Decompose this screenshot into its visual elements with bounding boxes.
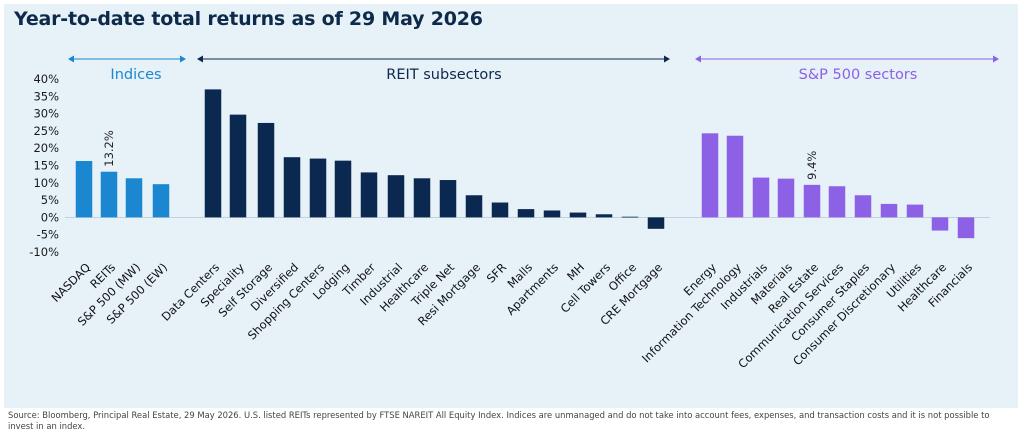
chart-title: Year-to-date total returns as of 29 May … bbox=[14, 8, 483, 30]
bar bbox=[621, 216, 639, 218]
chart-panel bbox=[4, 4, 1018, 408]
group-label: S&P 500 sectors bbox=[799, 67, 918, 83]
data-label: 9.4% bbox=[805, 151, 819, 180]
y-tick-label: -10% bbox=[29, 245, 59, 259]
bar bbox=[752, 177, 770, 218]
bar bbox=[569, 212, 587, 218]
y-tick-label: 15% bbox=[33, 159, 59, 173]
source-note: Source: Bloomberg, Principal Real Estate… bbox=[8, 410, 990, 431]
y-tick-label: -5% bbox=[37, 228, 59, 242]
bar bbox=[828, 186, 846, 218]
y-tick-label: 30% bbox=[33, 107, 59, 121]
bracket-arrowhead bbox=[197, 55, 203, 63]
bar bbox=[387, 175, 405, 218]
bar-chart: -10% -5% 0% 5% 10% 15% 20% 25% 30% 35% 40% Indices N… bbox=[29, 55, 999, 371]
bar bbox=[957, 217, 975, 239]
bar bbox=[777, 178, 795, 218]
data-label: 13.2% bbox=[102, 130, 116, 167]
bracket-arrowhead bbox=[68, 55, 74, 63]
y-tick-label: 0% bbox=[41, 210, 59, 224]
bar bbox=[283, 157, 301, 218]
bar bbox=[701, 133, 719, 218]
y-tick-label: 40% bbox=[33, 72, 59, 86]
bar bbox=[931, 217, 949, 231]
bar bbox=[100, 171, 118, 218]
bar bbox=[647, 217, 665, 229]
bar bbox=[229, 114, 247, 218]
bar bbox=[595, 214, 613, 218]
bar bbox=[439, 180, 457, 218]
bar bbox=[360, 172, 378, 218]
bar bbox=[257, 122, 275, 218]
y-tick-label: 20% bbox=[33, 141, 59, 155]
group-label: Indices bbox=[110, 67, 161, 83]
bar bbox=[334, 160, 352, 218]
bar bbox=[517, 209, 535, 218]
group-label: REIT subsectors bbox=[386, 67, 501, 83]
bracket-arrowhead bbox=[664, 55, 670, 63]
bracket-arrowhead bbox=[993, 55, 999, 63]
bar bbox=[413, 178, 431, 218]
bar bbox=[152, 184, 170, 218]
bar bbox=[204, 89, 222, 218]
category-label: NASDAQ bbox=[48, 260, 93, 305]
bar bbox=[880, 203, 898, 218]
y-tick-label: 35% bbox=[33, 89, 59, 103]
y-tick-label: 25% bbox=[33, 124, 59, 138]
bar bbox=[726, 135, 744, 218]
bar bbox=[75, 161, 93, 218]
bar bbox=[125, 178, 143, 218]
bar bbox=[854, 195, 872, 218]
y-tick-label: 5% bbox=[41, 193, 59, 207]
bar bbox=[906, 204, 924, 218]
bar bbox=[309, 158, 327, 218]
bar bbox=[803, 184, 821, 218]
bar bbox=[491, 202, 509, 218]
bracket-arrowhead bbox=[180, 55, 186, 63]
bar bbox=[465, 195, 483, 218]
bar bbox=[543, 210, 561, 218]
bracket-arrowhead bbox=[695, 55, 701, 63]
y-tick-label: 10% bbox=[33, 176, 59, 190]
